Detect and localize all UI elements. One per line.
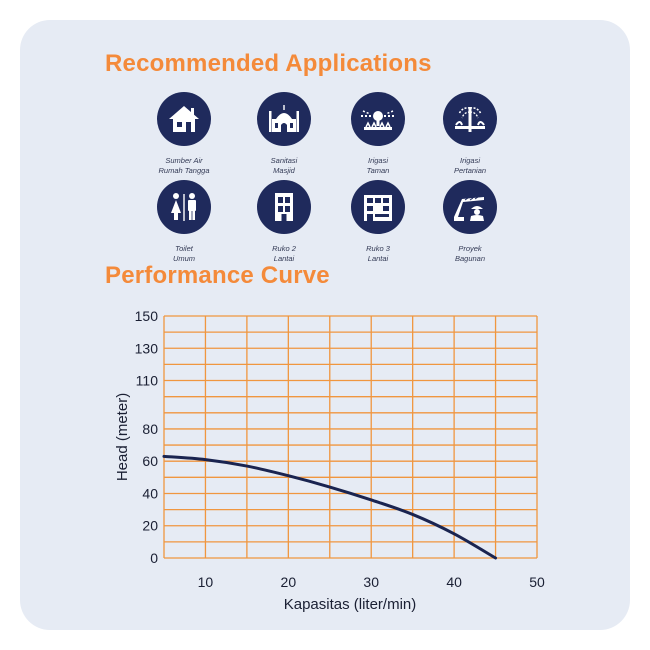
y-axis-label: Head (meter) (114, 393, 131, 481)
x-tick-label: 20 (281, 574, 297, 590)
app-item-toilet-umum: Toilet Umum (134, 180, 234, 264)
app-label-line2: Masjid (273, 166, 295, 175)
y-tick-label: 60 (142, 453, 158, 469)
app-item-pertanian: Irigasi Pertanian (420, 92, 520, 176)
performance-title: Performance Curve (105, 262, 330, 289)
x-tick-label: 30 (363, 574, 379, 590)
three-storey-building-icon (351, 180, 405, 234)
app-label-line2: Umum (172, 254, 196, 263)
y-tick-label: 40 (142, 485, 158, 501)
y-tick-label: 0 (150, 550, 158, 566)
garden-sprinkler-icon (351, 92, 405, 146)
app-label-line2: Bagunan (454, 254, 486, 263)
content-card (20, 20, 630, 630)
app-item-rumah-tangga: Sumber Air Rumah Tangga (134, 92, 234, 176)
restroom-icon (157, 180, 211, 234)
app-item-proyek-bangunan: Proyek Bagunan (420, 180, 520, 264)
applications-title: Recommended Applications (105, 50, 432, 77)
house-icon (157, 92, 211, 146)
app-label-line2: Rumah Tangga (158, 166, 210, 175)
app-label-line1: Toilet (175, 244, 193, 253)
performance-curve-line (162, 454, 498, 560)
app-item-taman: Irigasi Taman (328, 92, 428, 176)
construction-worker-icon (443, 180, 497, 234)
x-tick-label: 50 (529, 574, 545, 590)
app-item-masjid: Sanitasi Masjid (234, 92, 334, 176)
app-label-line1: Sumber Air (165, 156, 203, 165)
chart-ticks: 0 20 40 60 80 110 130 150 10 20 30 40 50 (135, 308, 545, 590)
x-tick-label: 40 (446, 574, 462, 590)
two-storey-building-icon (257, 180, 311, 234)
app-label-line1: Ruko 3 (366, 244, 390, 253)
app-label-line2: Taman (366, 166, 390, 175)
app-item-ruko-3-lantai: Ruko 3 Lantai (328, 180, 428, 264)
app-label-line1: Proyek (458, 244, 482, 253)
app-label-line1: Sanitasi (270, 156, 298, 165)
app-label-line1: Irigasi (367, 156, 388, 165)
farm-irrigation-icon (443, 92, 497, 146)
chart-grid (163, 315, 538, 559)
app-label-line2: Lantai (367, 254, 389, 263)
y-tick-label: 130 (135, 340, 159, 356)
y-tick-label: 80 (142, 421, 158, 437)
app-label-line1: Ruko 2 (272, 244, 296, 253)
x-axis-label: Kapasitas (liter/min) (284, 596, 417, 613)
x-tick-label: 10 (198, 574, 214, 590)
app-label-line2: Lantai (273, 254, 295, 263)
app-label-line1: Irigasi (459, 156, 480, 165)
y-tick-label: 20 (142, 518, 158, 534)
y-tick-label: 110 (136, 373, 159, 389)
app-label-line2: Pertanian (453, 166, 487, 175)
mosque-icon (257, 92, 311, 146)
app-item-ruko-2-lantai: Ruko 2 Lantai (234, 180, 334, 264)
y-tick-label: 150 (135, 308, 159, 324)
